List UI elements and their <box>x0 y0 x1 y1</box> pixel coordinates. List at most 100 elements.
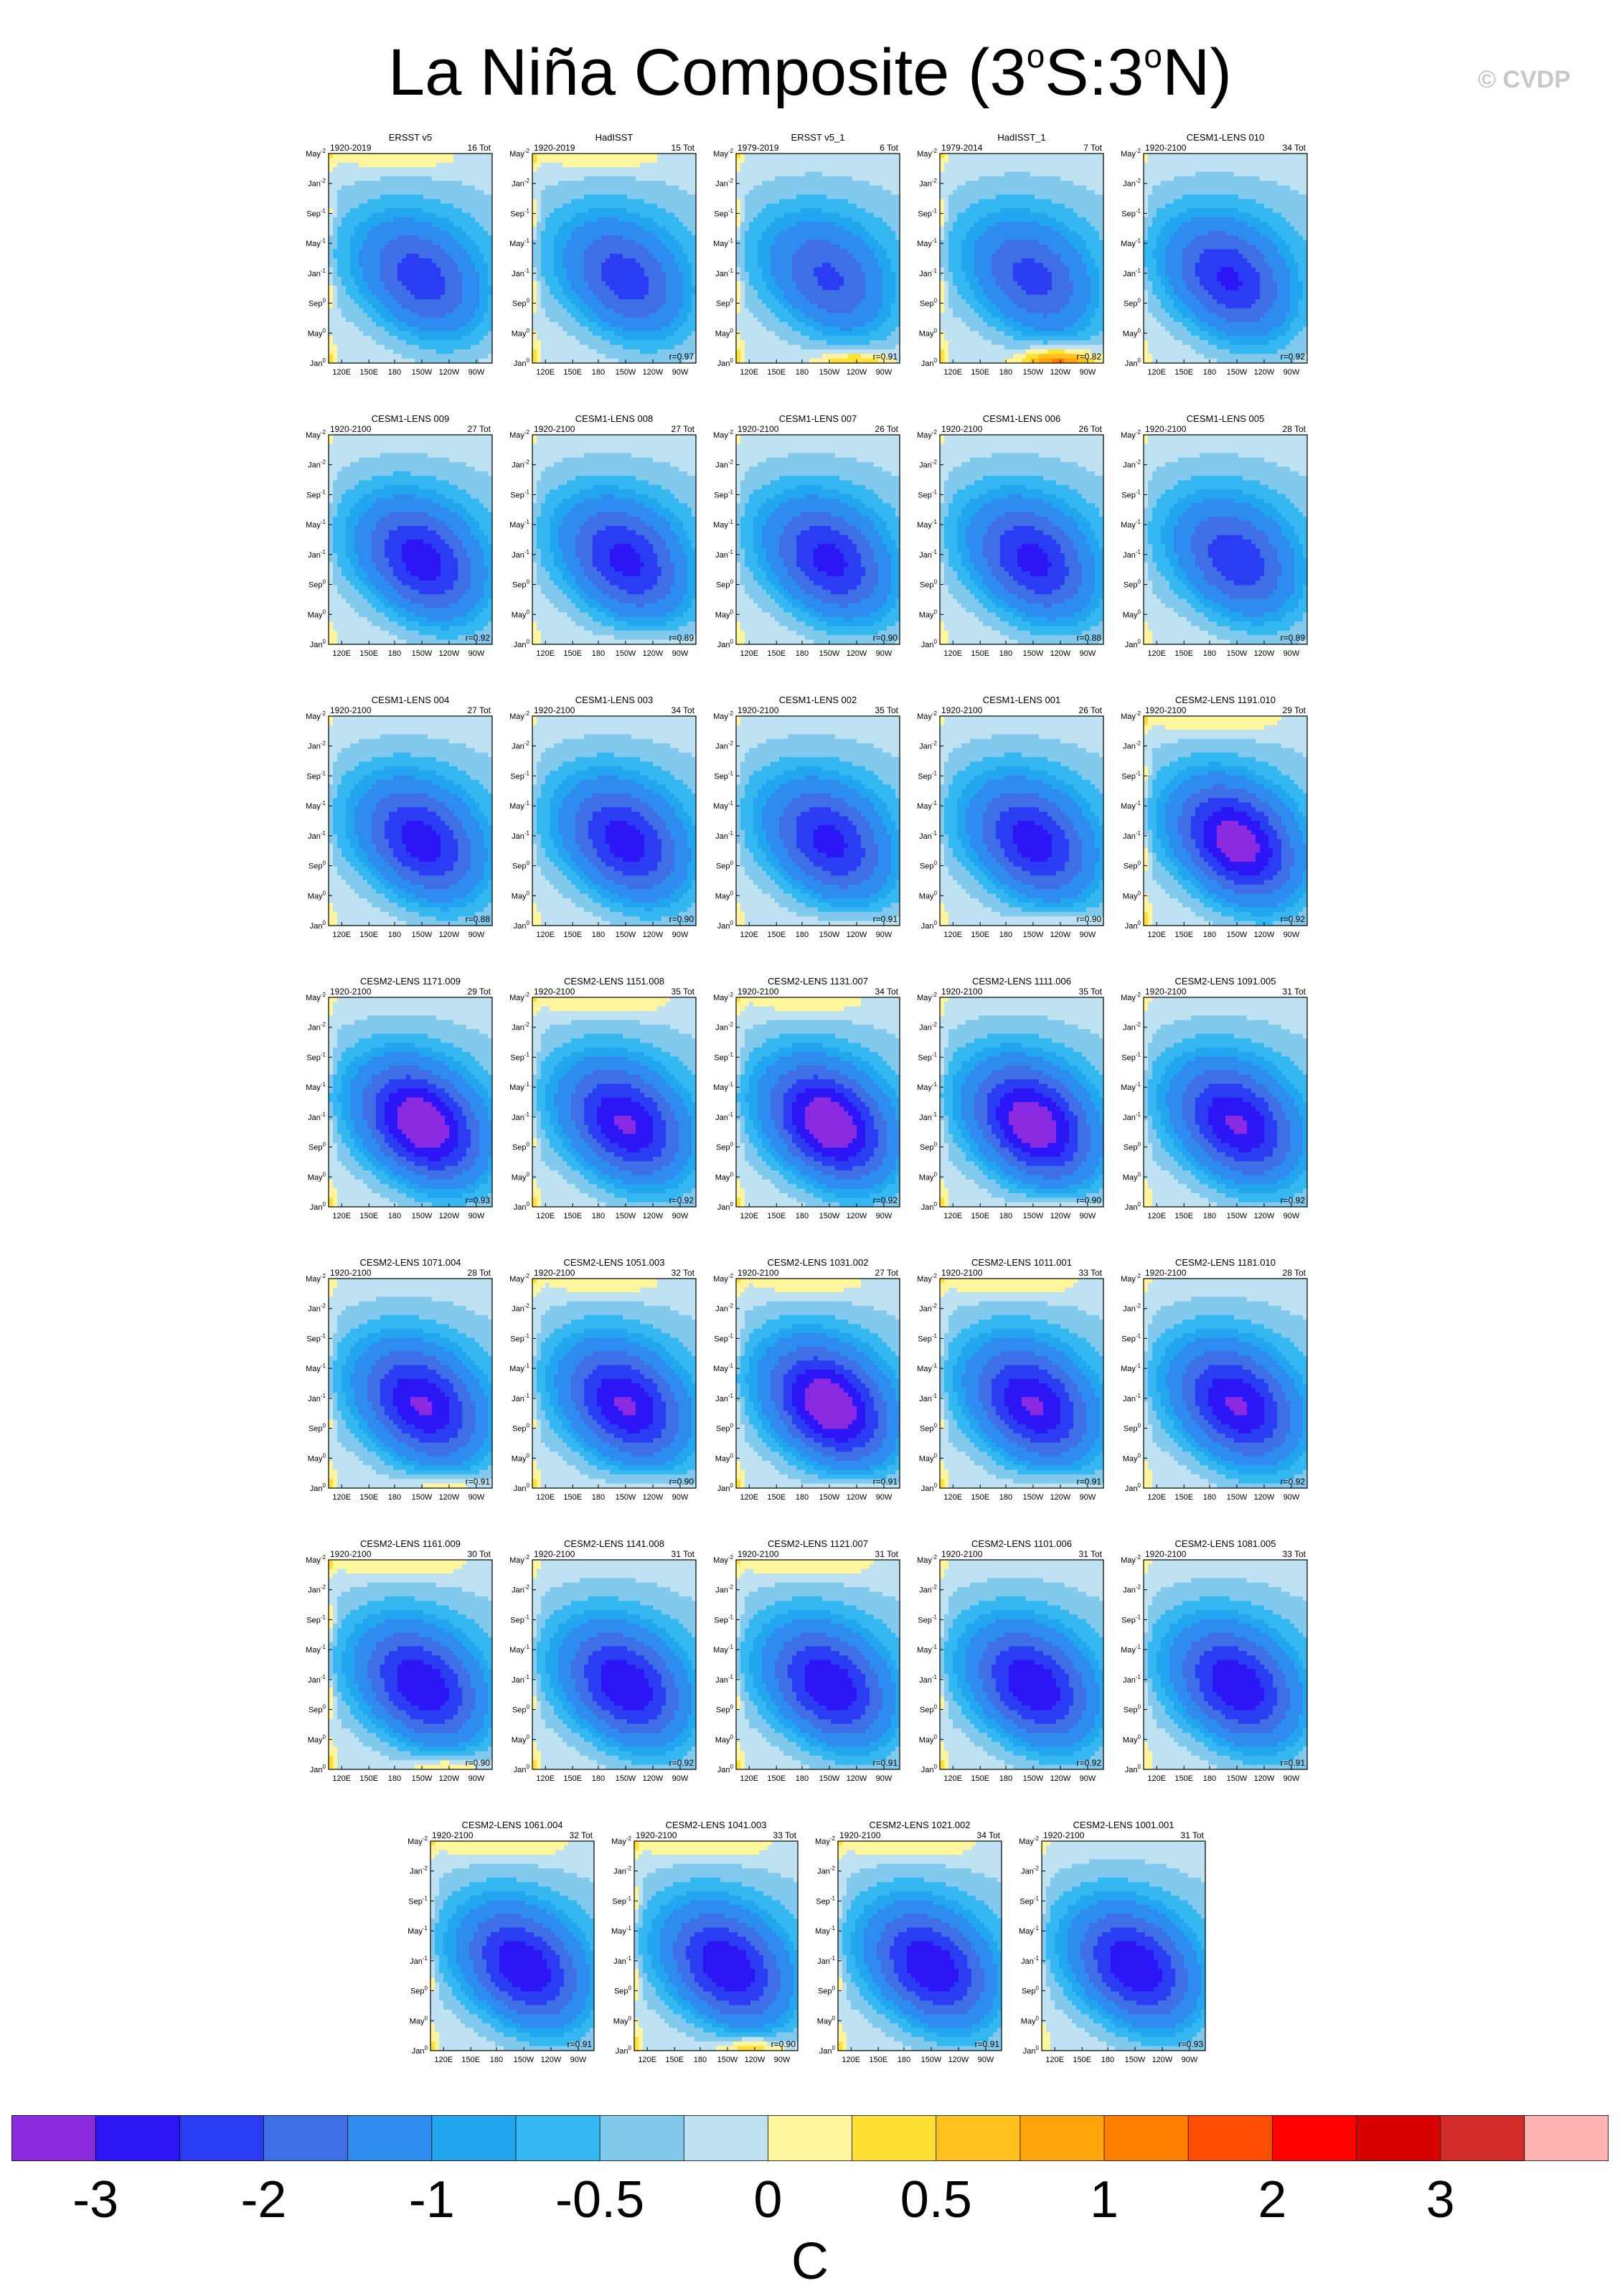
heatmap-cell <box>674 235 679 240</box>
heatmap-cell <box>410 171 415 177</box>
heatmap-cell <box>471 299 476 304</box>
heatmap-cell <box>861 272 866 277</box>
heatmap-cell <box>779 318 784 323</box>
heatmap-cell <box>445 213 450 218</box>
heatmap-cell <box>397 227 402 232</box>
heatmap-cell <box>614 227 619 232</box>
heatmap-cell <box>870 318 875 323</box>
heatmap-cell <box>449 322 454 327</box>
heatmap-cell <box>532 194 537 199</box>
heatmap-cell <box>666 249 671 254</box>
heatmap-cell <box>666 190 671 195</box>
heatmap-cell <box>870 281 875 286</box>
heatmap-cell <box>423 177 428 182</box>
heatmap-cell <box>380 318 385 323</box>
heatmap-cell <box>432 354 437 359</box>
heatmap-cell <box>393 194 398 199</box>
heatmap-cell <box>631 345 636 350</box>
heatmap-cell <box>575 276 580 281</box>
heatmap-cell <box>479 313 484 318</box>
heatmap-cell <box>453 181 458 186</box>
heatmap-cell <box>618 208 623 213</box>
heatmap-cell <box>601 231 606 236</box>
heatmap-cell <box>758 181 763 186</box>
heatmap-cell <box>779 181 784 186</box>
heatmap-cell <box>679 213 684 218</box>
heatmap-cell <box>406 227 411 232</box>
heatmap-cell <box>372 354 377 359</box>
heatmap-cell <box>588 331 593 337</box>
heatmap-cell <box>670 208 675 213</box>
heatmap-cell <box>661 272 667 277</box>
heatmap-cell <box>623 336 628 341</box>
heatmap-cell <box>584 290 589 295</box>
heatmap-cell <box>644 181 649 186</box>
heatmap-cell <box>644 331 649 337</box>
heatmap-cell <box>814 240 819 245</box>
heatmap-cell <box>848 245 853 250</box>
heatmap-cell <box>749 204 754 209</box>
heatmap-cell <box>640 227 645 232</box>
heatmap-cell <box>537 199 542 204</box>
heatmap-cell <box>848 281 853 286</box>
heatmap-cell <box>406 349 411 354</box>
heatmap-cell <box>359 240 364 245</box>
heatmap-cell <box>788 213 793 218</box>
heatmap-cell <box>419 276 424 281</box>
heatmap-cell <box>762 154 767 159</box>
panel-correlation: r=0.97 <box>669 352 694 362</box>
heatmap-cell <box>367 258 372 263</box>
heatmap-cell <box>640 163 645 168</box>
heatmap-cell <box>649 199 654 204</box>
heatmap-cell <box>588 313 593 318</box>
heatmap-cell <box>623 281 628 286</box>
heatmap-cell <box>827 181 832 186</box>
heatmap-cell <box>593 217 598 222</box>
heatmap-cell <box>329 167 334 172</box>
heatmap-cell <box>762 231 767 236</box>
heatmap-cell <box>814 227 819 232</box>
heatmap-cell <box>835 185 840 190</box>
heatmap-cell <box>471 331 476 337</box>
heatmap-cell <box>423 204 428 209</box>
heatmap-cell <box>550 331 555 337</box>
heatmap-cell <box>475 268 480 273</box>
heatmap-cell <box>814 304 819 309</box>
heatmap-cell <box>363 235 368 240</box>
heatmap-cell <box>623 322 628 327</box>
heatmap-cell <box>458 208 463 213</box>
heatmap-cell <box>835 222 840 227</box>
heatmap-cell <box>558 331 563 337</box>
heatmap-cell <box>740 222 745 227</box>
heatmap-cell <box>354 235 359 240</box>
heatmap-cell <box>342 349 347 354</box>
heatmap-cell <box>844 158 849 163</box>
heatmap-cell <box>882 299 887 304</box>
heatmap-cell <box>541 249 546 254</box>
heatmap-cell <box>372 208 377 213</box>
heatmap-cell <box>740 199 745 204</box>
heatmap-cell <box>380 326 385 331</box>
heatmap-cell <box>640 336 645 341</box>
heatmap-cell <box>606 171 611 177</box>
heatmap-cell <box>809 258 814 263</box>
heatmap-cell <box>372 304 377 309</box>
heatmap-cell <box>758 290 763 295</box>
heatmap-cell <box>432 208 437 213</box>
heatmap-cell <box>606 167 611 172</box>
heatmap-cell <box>329 322 334 327</box>
heatmap-cell <box>337 171 342 177</box>
heatmap-cell <box>745 204 750 209</box>
heatmap-cell <box>471 154 476 159</box>
heatmap-cell <box>792 249 797 254</box>
heatmap-cell <box>610 231 615 236</box>
heatmap-cell <box>874 231 879 236</box>
heatmap-cell <box>827 318 832 323</box>
heatmap-cell <box>406 158 411 163</box>
heatmap-cell <box>827 304 832 309</box>
heatmap-cell <box>337 208 342 213</box>
heatmap-cell <box>857 167 862 172</box>
heatmap-cell <box>788 313 793 318</box>
heatmap-cell <box>679 163 684 168</box>
heatmap-cell <box>333 258 338 263</box>
